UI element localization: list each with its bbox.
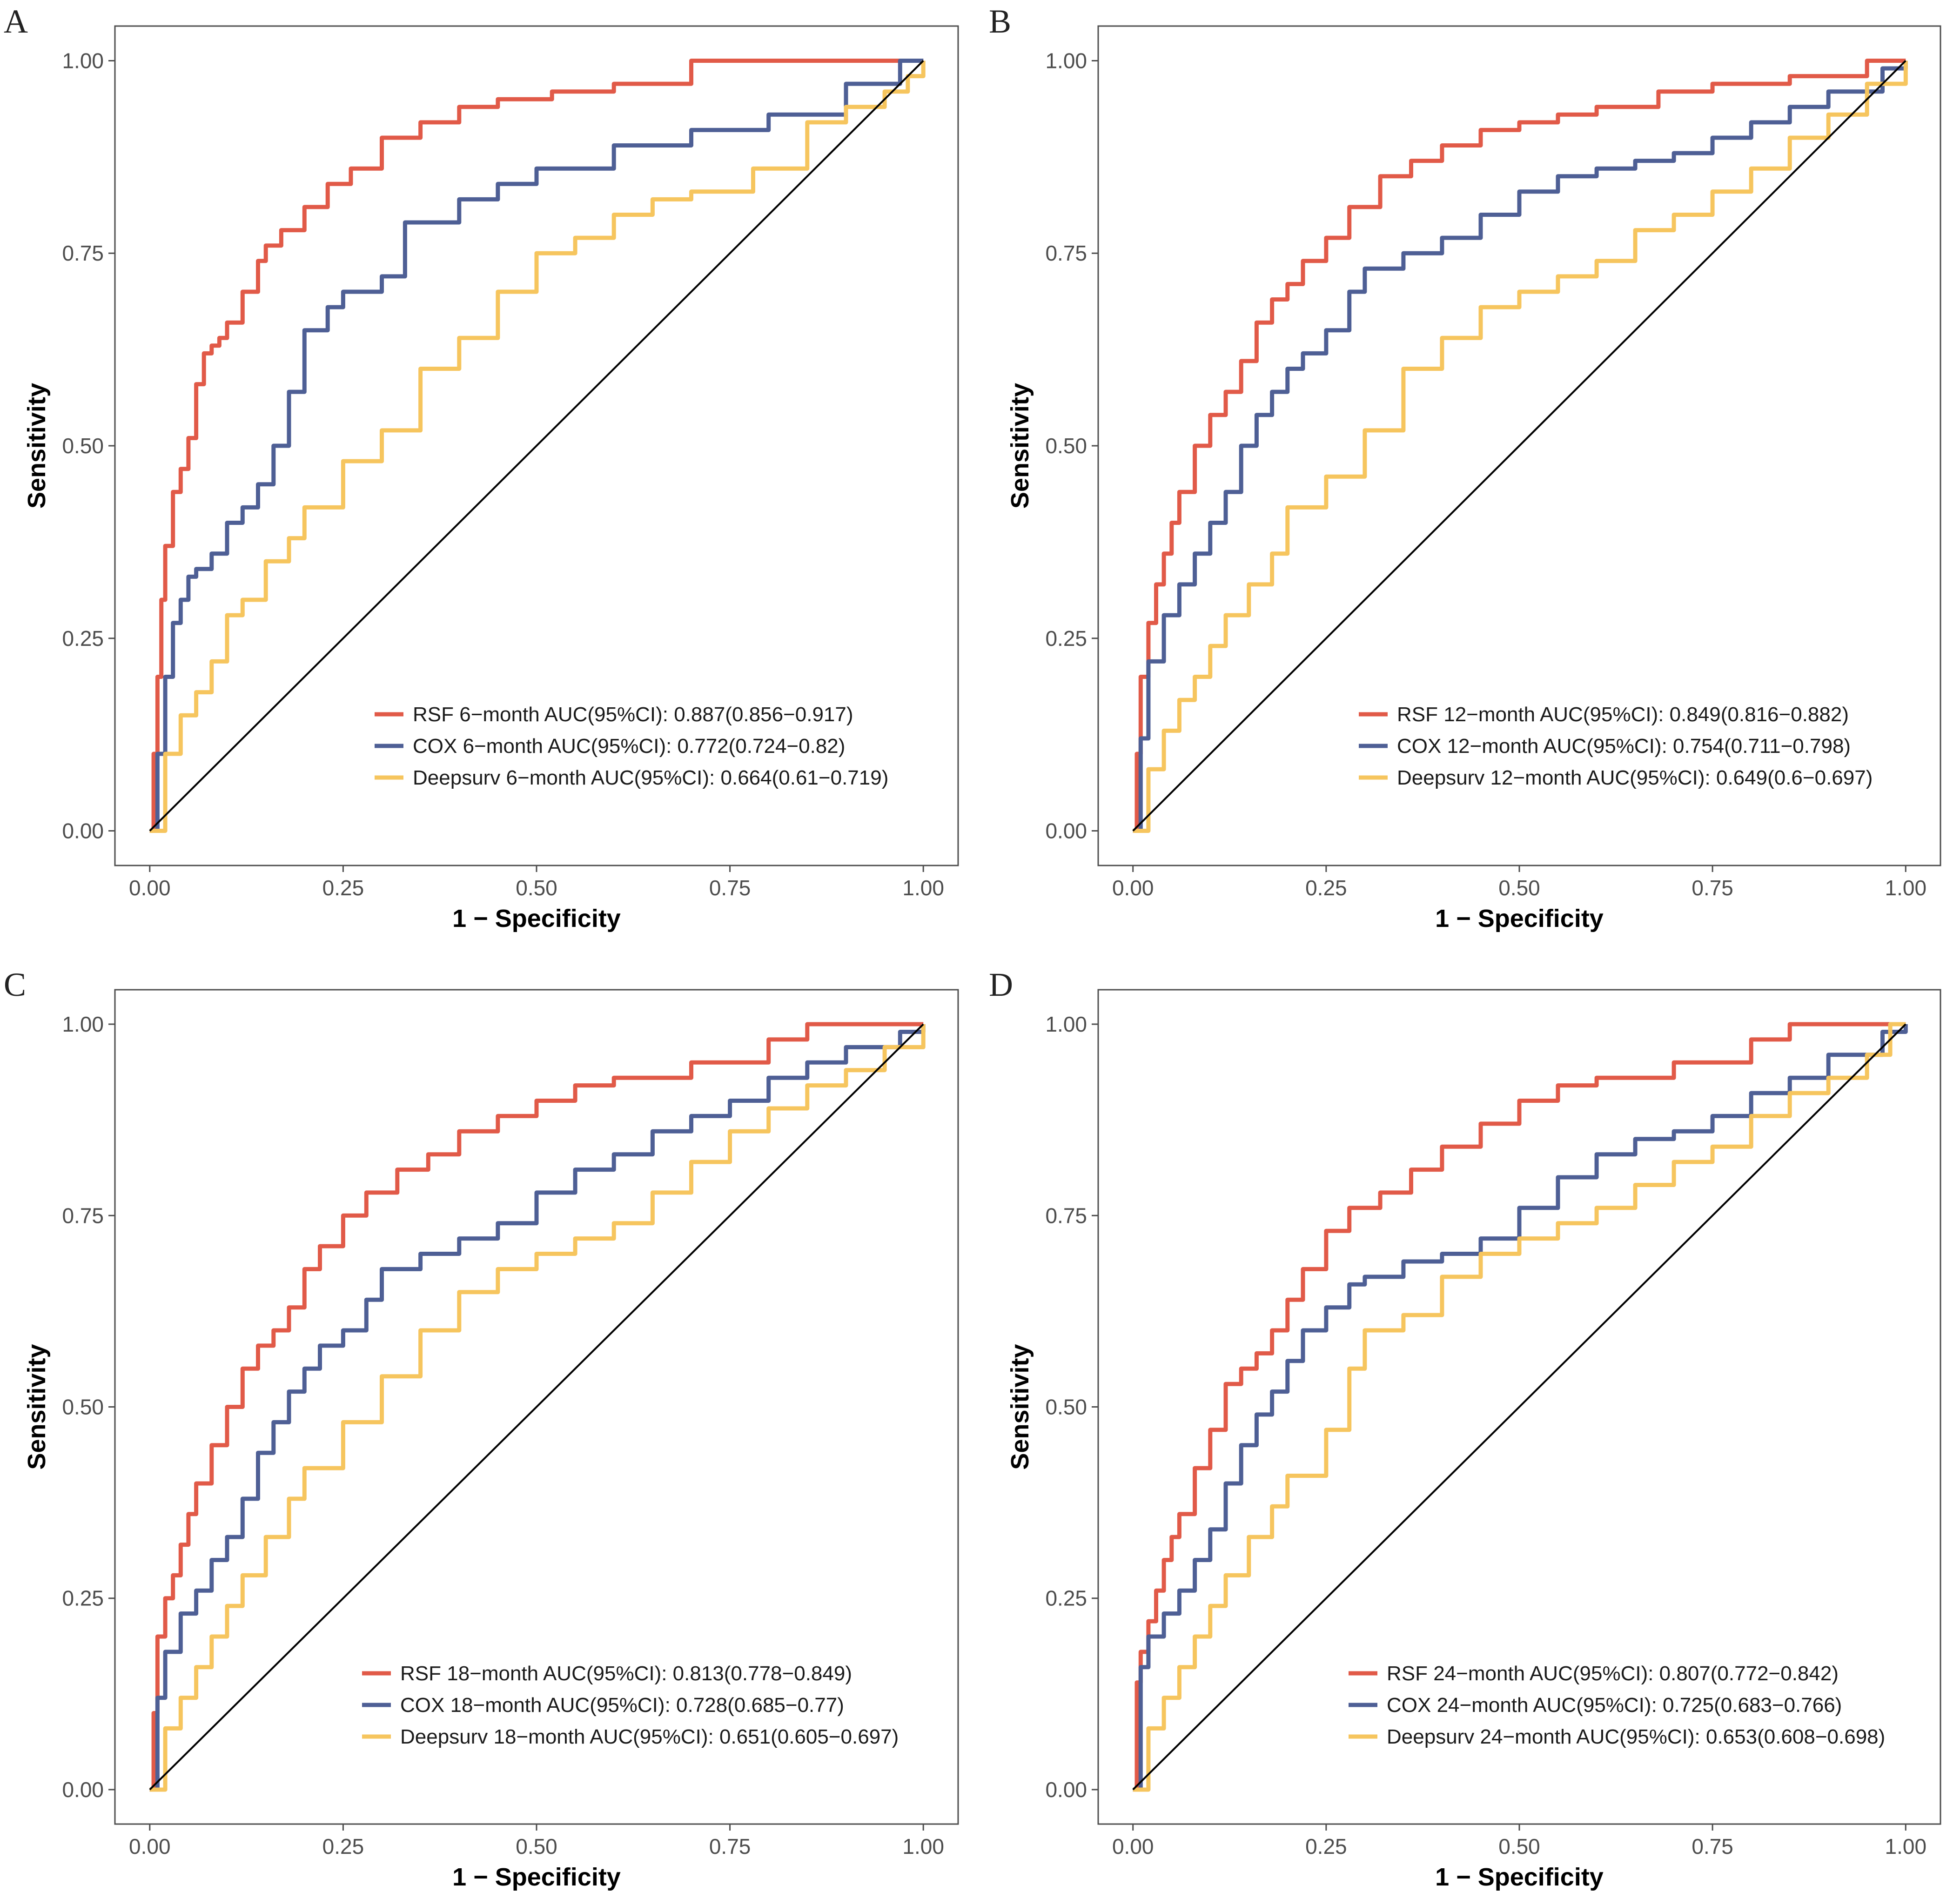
reference-diagonal-line xyxy=(149,60,924,832)
x-tick-label: 1.00 xyxy=(1885,876,1927,900)
y-tick-label: 0.00 xyxy=(62,1778,104,1802)
y-tick-label: 1.00 xyxy=(62,1012,104,1036)
y-tick-label: 0.00 xyxy=(62,819,104,843)
x-axis-title: 1 − Specificity xyxy=(452,1863,621,1891)
panel-letter: C xyxy=(4,966,26,1003)
series-line-cox xyxy=(1133,1024,1908,1792)
y-axis-title: Sensitivity xyxy=(23,1344,51,1469)
x-tick-label: 0.25 xyxy=(322,1834,364,1858)
panel-letter: B xyxy=(989,3,1011,40)
x-tick-label: 0.25 xyxy=(322,876,364,900)
y-tick-label: 0.75 xyxy=(62,1203,104,1228)
x-tick-label: 1.00 xyxy=(902,876,944,900)
roc-panel-b: B 0.00 0.00 0.25 0.25 0.50 0.50 0.75 0.75 1.00 1.0… xyxy=(989,3,1941,933)
legend-label-rsf: RSF 18−month AUC(95%CI): 0.813(0.778−0.8… xyxy=(400,1662,852,1685)
legend-label-cox: COX 12−month AUC(95%CI): 0.754(0.711−0.7… xyxy=(1397,735,1851,758)
x-tick-label: 0.00 xyxy=(129,876,171,900)
y-tick-label: 0.75 xyxy=(1045,241,1087,265)
x-tick-label: 0.00 xyxy=(129,1834,171,1858)
x-tick-label: 0.75 xyxy=(709,1834,751,1858)
series-line-deepsurv xyxy=(1133,1022,1906,1792)
x-tick-label: 0.00 xyxy=(1112,1834,1154,1858)
y-tick-label: 0.00 xyxy=(1045,819,1087,843)
x-tick-label: 1.00 xyxy=(902,1834,944,1858)
x-tick-label: 0.25 xyxy=(1305,876,1347,900)
x-tick-label: 0.75 xyxy=(1692,876,1733,900)
reference-diagonal-line xyxy=(1132,1023,1906,1791)
x-tick-label: 0.50 xyxy=(516,1834,557,1858)
roc-panel-a: A 0.00 0.00 0.25 0.25 0.50 0.50 0.75 0.75 1.00 1.0… xyxy=(4,3,959,933)
legend: RSF 6−month AUC(95%CI): 0.887(0.856−0.91… xyxy=(375,703,888,789)
y-tick-label: 0.75 xyxy=(1045,1203,1087,1228)
roc-curves xyxy=(149,1022,926,1792)
legend: RSF 18−month AUC(95%CI): 0.813(0.778−0.8… xyxy=(362,1662,899,1748)
y-tick-label: 0.50 xyxy=(1045,1395,1087,1419)
y-tick-label: 1.00 xyxy=(1045,48,1087,73)
x-tick-label: 0.75 xyxy=(709,876,751,900)
roc-curves xyxy=(149,59,926,833)
x-tick-label: 0.75 xyxy=(1692,1834,1733,1858)
x-tick-label: 1.00 xyxy=(1885,1834,1927,1858)
series-line-deepsurv xyxy=(1133,60,1908,833)
y-tick-label: 1.00 xyxy=(1045,1012,1087,1036)
series-line-rsf xyxy=(1133,59,1906,833)
legend-label-deepsurv: Deepsurv 12−month AUC(95%CI): 0.649(0.6−… xyxy=(1397,766,1873,789)
reference-diagonal-line xyxy=(149,1023,924,1791)
legend-label-deepsurv: Deepsurv 18−month AUC(95%CI): 0.651(0.60… xyxy=(400,1725,899,1748)
x-tick-label: 0.00 xyxy=(1112,876,1154,900)
reference-diagonal-line xyxy=(1132,60,1906,832)
y-axis-title: Sensitivity xyxy=(23,383,51,509)
y-tick-label: 0.50 xyxy=(62,434,104,458)
series-line-rsf xyxy=(1133,1022,1906,1792)
panel-letter: D xyxy=(989,966,1013,1003)
y-tick-label: 0.25 xyxy=(62,626,104,651)
series-line-deepsurv xyxy=(149,60,926,833)
series-line-deepsurv xyxy=(149,1024,926,1792)
legend-label-cox: COX 18−month AUC(95%CI): 0.728(0.685−0.7… xyxy=(400,1694,844,1717)
y-tick-label: 0.75 xyxy=(62,241,104,265)
series-line-cox xyxy=(149,1024,926,1792)
x-tick-label: 0.50 xyxy=(516,876,557,900)
legend-label-deepsurv: Deepsurv 24−month AUC(95%CI): 0.653(0.60… xyxy=(1387,1725,1885,1748)
y-tick-label: 0.25 xyxy=(1045,1586,1087,1610)
series-line-rsf xyxy=(149,1022,924,1792)
x-axis-title: 1 − Specificity xyxy=(452,905,621,933)
roc-panel-c: C 0.00 0.00 0.25 0.25 0.50 0.50 0.75 0.75 1.00 1.0… xyxy=(4,966,959,1891)
x-axis-title: 1 − Specificity xyxy=(1435,905,1604,933)
y-axis-title: Sensitivity xyxy=(1006,1344,1034,1469)
roc-curves xyxy=(1132,59,1908,833)
y-tick-label: 0.25 xyxy=(62,1586,104,1610)
series-line-rsf xyxy=(149,59,924,833)
y-axis-title: Sensitivity xyxy=(1006,383,1034,509)
roc-curves xyxy=(1132,1022,1908,1792)
x-tick-label: 0.25 xyxy=(1305,1834,1347,1858)
series-line-cox xyxy=(149,59,924,833)
y-tick-label: 0.25 xyxy=(1045,626,1087,651)
x-tick-label: 0.50 xyxy=(1498,1834,1540,1858)
legend: RSF 12−month AUC(95%CI): 0.849(0.816−0.8… xyxy=(1359,703,1873,789)
legend-label-cox: COX 24−month AUC(95%CI): 0.725(0.683−0.7… xyxy=(1387,1694,1842,1717)
x-axis-title: 1 − Specificity xyxy=(1435,1863,1604,1891)
legend-label-cox: COX 6−month AUC(95%CI): 0.772(0.724−0.82… xyxy=(413,735,845,758)
y-tick-label: 0.50 xyxy=(1045,434,1087,458)
y-tick-label: 0.50 xyxy=(62,1395,104,1419)
y-tick-label: 1.00 xyxy=(62,48,104,73)
legend-label-deepsurv: Deepsurv 6−month AUC(95%CI): 0.664(0.61−… xyxy=(413,766,888,789)
x-tick-label: 0.50 xyxy=(1498,876,1540,900)
legend-label-rsf: RSF 24−month AUC(95%CI): 0.807(0.772−0.8… xyxy=(1387,1662,1839,1685)
series-line-cox xyxy=(1133,60,1908,833)
roc-panel-d: D 0.00 0.00 0.25 0.25 0.50 0.50 0.75 0.75 1.00 1.0… xyxy=(989,966,1941,1891)
legend-label-rsf: RSF 6−month AUC(95%CI): 0.887(0.856−0.91… xyxy=(413,703,853,726)
legend-label-rsf: RSF 12−month AUC(95%CI): 0.849(0.816−0.8… xyxy=(1397,703,1849,726)
legend: RSF 24−month AUC(95%CI): 0.807(0.772−0.8… xyxy=(1349,1662,1885,1748)
y-tick-label: 0.00 xyxy=(1045,1778,1087,1802)
panel-letter: A xyxy=(4,3,28,40)
